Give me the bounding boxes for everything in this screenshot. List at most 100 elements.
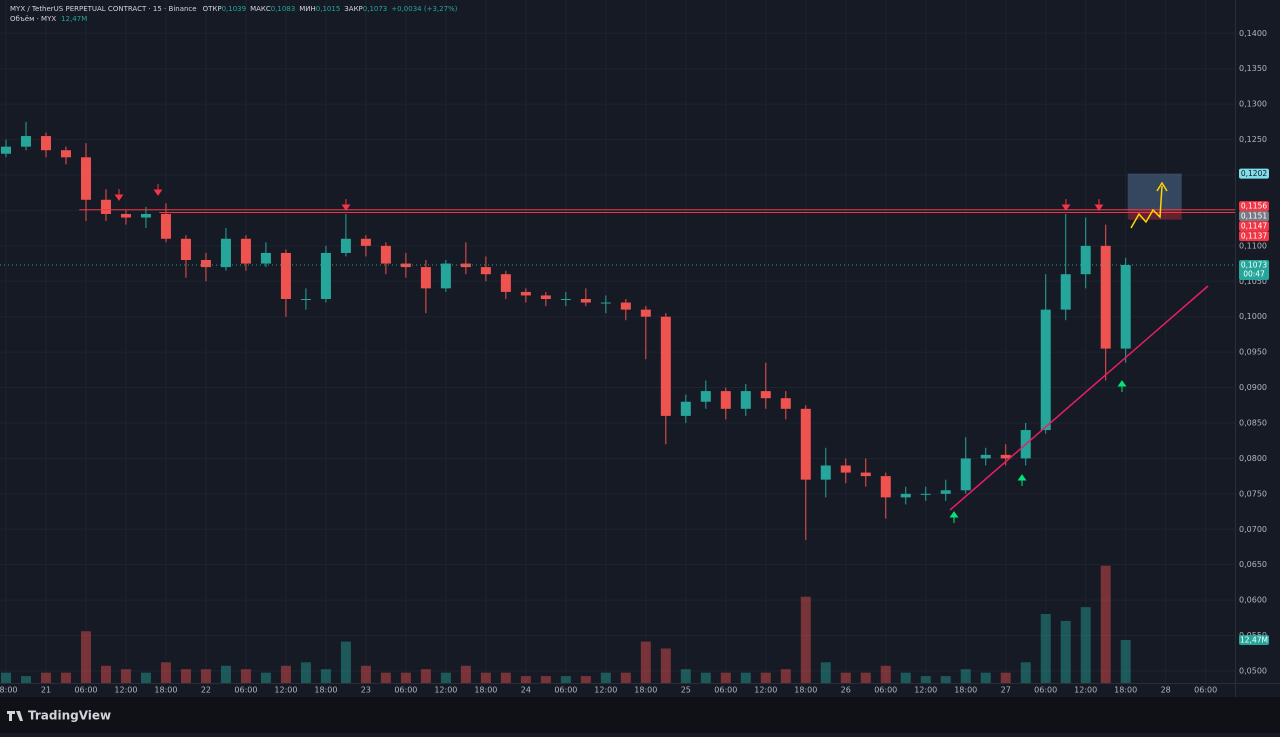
candle-body [0, 146, 11, 154]
y-tick-label: 0,0500 [1239, 666, 1267, 675]
x-tick-label: 18:00 [154, 686, 177, 695]
volume-bar [40, 672, 51, 683]
volume-bar [800, 596, 811, 683]
volume-bar [980, 672, 991, 683]
volume-bar [660, 648, 671, 683]
volume-bar [1040, 614, 1051, 683]
symbol-header: MYX / TetherUS PERPETUAL CONTRACT · 15 ·… [10, 5, 458, 13]
candle-body [140, 213, 151, 218]
candle-body [520, 291, 531, 296]
volume-bar [1060, 620, 1071, 683]
brand: TradingView [7, 709, 111, 723]
price-label-box [1239, 231, 1269, 242]
volume-title: Объём · MYX [10, 15, 56, 23]
brand-text: TradingView [28, 709, 111, 723]
volume-bar [880, 665, 891, 683]
candle-body [500, 274, 511, 292]
candle-body [320, 252, 331, 299]
volume-bar [640, 641, 651, 683]
x-tick-label: 06:00 [234, 686, 257, 695]
candle-body [880, 476, 891, 498]
x-tick-label: 18:00 [794, 686, 817, 695]
volume-bar [540, 676, 551, 683]
x-tick-label: 26 [841, 686, 851, 695]
volume-header: Объём · MYX 12,47M [10, 15, 87, 23]
volume-bar [140, 672, 151, 683]
volume-bar [80, 631, 91, 683]
y-tick-label: 0,1350 [1239, 64, 1267, 73]
y-tick-label: 0,0650 [1239, 560, 1267, 569]
y-tick-label: 0,0950 [1239, 348, 1267, 357]
candle-body [220, 238, 231, 268]
ohlc-label: ЗАКР [344, 5, 362, 13]
candle-body [40, 136, 51, 151]
candle-body [1080, 245, 1091, 275]
x-tick-label: 27 [1001, 686, 1011, 695]
candle-body [780, 398, 791, 409]
volume-bar [920, 676, 931, 683]
price-label: 0,1151 [1241, 212, 1267, 221]
candle-body [560, 298, 571, 300]
volume-bar [280, 665, 291, 683]
volume-bar [1120, 639, 1131, 683]
x-tick-label: 06:00 [74, 686, 97, 695]
candle-body [940, 490, 951, 494]
candle-body [240, 238, 251, 264]
volume-bar [200, 669, 211, 683]
x-tick-label: 18:00 [314, 686, 337, 695]
ohlc-value: 0,1083 [271, 5, 296, 13]
candle-body [1000, 454, 1011, 459]
volume-bar [840, 672, 851, 683]
price-label: 0,1156 [1241, 202, 1267, 211]
volume-bar [740, 672, 751, 683]
x-tick-label: 06:00 [1194, 686, 1217, 695]
volume-bar [100, 665, 111, 683]
y-tick-label: 0,1400 [1239, 29, 1267, 38]
volume-bar [0, 672, 11, 683]
y-tick-label: 0,1050 [1239, 277, 1267, 286]
volume-value: 12,47M [61, 15, 87, 23]
candle-body [1100, 245, 1111, 349]
volume-bar [160, 662, 171, 683]
x-tick-label: 06:00 [874, 686, 897, 695]
y-tick-label: 0,0700 [1239, 525, 1267, 534]
price-label-box [1239, 211, 1269, 222]
volume-bar [780, 669, 791, 683]
candle-body [620, 302, 631, 310]
candle-body [740, 391, 751, 409]
current-price-box [1239, 259, 1269, 280]
x-tick-label: 06:00 [394, 686, 417, 695]
x-tick-label: 24 [521, 686, 531, 695]
volume-bar [260, 672, 271, 683]
candle-body [1040, 309, 1051, 431]
volume-bar [900, 672, 911, 683]
volume-bar [220, 665, 231, 683]
volume-bar [560, 676, 571, 683]
x-tick-label: 22 [201, 686, 211, 695]
volume-bar [600, 672, 611, 683]
volume-bar [760, 672, 771, 683]
candle-body [760, 391, 771, 399]
volume-bar [400, 672, 411, 683]
volume-bar [680, 669, 691, 683]
volume-bar [440, 672, 451, 683]
volume-bar [960, 669, 971, 683]
price-label: 0,1202 [1241, 169, 1267, 178]
x-tick-label: 23 [361, 686, 371, 695]
volume-bar [580, 676, 591, 683]
candle-body [180, 238, 191, 261]
x-tick-label: 12:00 [754, 686, 777, 695]
x-tick-label: 12:00 [594, 686, 617, 695]
candle-body [700, 391, 711, 402]
volume-bar [520, 676, 531, 683]
candle-body [960, 458, 971, 491]
y-tick-label: 0,0850 [1239, 418, 1267, 427]
up-arrows [949, 380, 1127, 523]
candle-body [340, 238, 351, 253]
ohlc-label: ОТКР [203, 5, 222, 13]
volume-bar [180, 669, 191, 683]
candle-body [720, 391, 731, 409]
y-tick-label: 0,1300 [1239, 100, 1267, 109]
candle-body [200, 260, 211, 268]
y-tick-label: 0,0600 [1239, 596, 1267, 605]
